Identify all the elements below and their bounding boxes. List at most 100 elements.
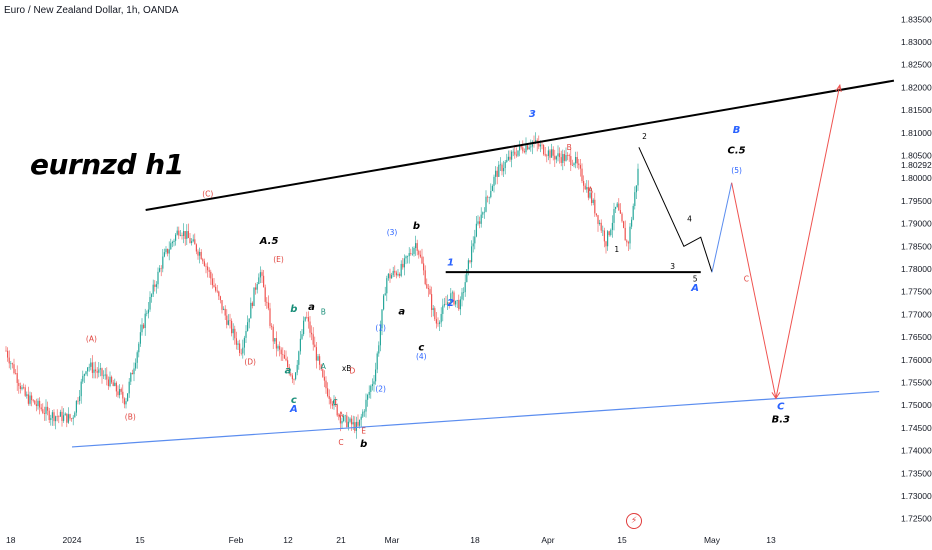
candle-body xyxy=(50,418,52,421)
candle-body xyxy=(435,319,437,324)
candle-body xyxy=(298,351,300,365)
candle-body xyxy=(347,421,349,427)
candle-body xyxy=(619,210,621,214)
candle-body xyxy=(467,260,469,270)
candle-body xyxy=(187,231,189,239)
candle-body xyxy=(378,345,380,354)
candle-body xyxy=(211,278,213,286)
candle-body xyxy=(218,291,220,297)
wave-label: b xyxy=(290,304,297,315)
candle-body xyxy=(507,156,509,160)
candle-body xyxy=(24,387,26,396)
candle-body xyxy=(392,270,394,276)
wave-label: b xyxy=(413,221,420,232)
candle-body xyxy=(349,418,351,422)
candle-body xyxy=(139,332,141,344)
candle-body xyxy=(184,231,186,239)
candle-body xyxy=(632,205,634,220)
candle-body xyxy=(579,165,581,169)
candle-body xyxy=(571,164,573,166)
candle-body xyxy=(383,295,385,310)
candle-body xyxy=(93,369,95,373)
price-tick-label: 1.79000 xyxy=(901,219,932,229)
candle-body xyxy=(207,266,209,271)
candle-body xyxy=(229,320,231,321)
candle-body xyxy=(143,324,145,329)
candle-body xyxy=(607,231,609,247)
candle-body xyxy=(637,168,639,186)
candle-body xyxy=(155,284,157,287)
candle-body xyxy=(343,415,345,422)
candle-body xyxy=(87,367,89,372)
lightning-icon[interactable]: ⚡ xyxy=(626,513,642,529)
candle-body xyxy=(483,211,485,213)
candle-body xyxy=(197,251,199,256)
candle-body xyxy=(621,213,623,222)
candle-body xyxy=(271,325,273,327)
candle-body xyxy=(34,400,36,405)
candle-body xyxy=(338,415,340,417)
wave-label: C xyxy=(338,438,343,447)
candle-body xyxy=(426,284,428,289)
candle-body xyxy=(243,337,245,348)
candle-body xyxy=(47,406,49,411)
candle-body xyxy=(167,248,169,254)
price-tick-label: 1.80000 xyxy=(901,173,932,183)
candle-body xyxy=(8,357,10,364)
candle-body xyxy=(194,239,196,245)
wave-label: 1 xyxy=(614,245,619,254)
candle-body xyxy=(125,401,127,405)
candle-body xyxy=(141,324,143,333)
candle-body xyxy=(242,347,244,354)
candle-body xyxy=(31,395,33,401)
candle-body xyxy=(138,343,140,353)
candle-body xyxy=(480,214,482,224)
candle-body xyxy=(586,187,588,190)
candle-body xyxy=(240,352,242,354)
candle-body xyxy=(515,154,517,156)
candle-body xyxy=(547,150,549,156)
candle-body xyxy=(266,301,268,303)
candle-body xyxy=(402,263,404,268)
candle-body xyxy=(304,317,306,321)
candle-body xyxy=(371,384,373,387)
wave-label: (D) xyxy=(244,357,256,366)
price-tick-label: 1.83000 xyxy=(901,37,932,47)
candle-body xyxy=(26,394,28,396)
wave-label: 2 xyxy=(642,132,647,141)
candle-body xyxy=(247,322,249,331)
candle-body xyxy=(631,219,633,227)
time-tick-label: May xyxy=(704,535,721,545)
candle-body xyxy=(119,389,121,396)
candle-body xyxy=(135,362,137,369)
wave-label: b xyxy=(360,439,367,450)
candle-body xyxy=(459,299,461,310)
price-tick-label: 1.76000 xyxy=(901,355,932,365)
candle-body xyxy=(115,382,117,392)
candle-body xyxy=(570,156,572,165)
candle-body xyxy=(563,154,565,161)
candle-body xyxy=(191,241,193,244)
candle-body xyxy=(181,235,183,236)
time-tick-label: 13 xyxy=(766,535,776,545)
candle-body xyxy=(176,230,178,235)
candle-body xyxy=(610,229,612,235)
candle-body xyxy=(66,413,68,423)
candle-body xyxy=(27,394,29,404)
candle-body xyxy=(323,376,325,381)
upper-trendline xyxy=(145,79,895,211)
candle-body xyxy=(152,284,154,295)
candle-body xyxy=(552,149,554,156)
candle-body xyxy=(517,150,519,156)
candle-body xyxy=(101,368,103,376)
candle-body xyxy=(189,238,191,244)
candle-body xyxy=(591,192,593,203)
time-tick-label: Apr xyxy=(541,535,554,545)
candle-body xyxy=(80,381,82,397)
price-tick-label: 1.74000 xyxy=(901,446,932,456)
candle-body xyxy=(248,318,250,323)
wave-label: (3) xyxy=(387,228,398,237)
candle-body xyxy=(35,404,37,407)
candle-body xyxy=(595,213,597,216)
